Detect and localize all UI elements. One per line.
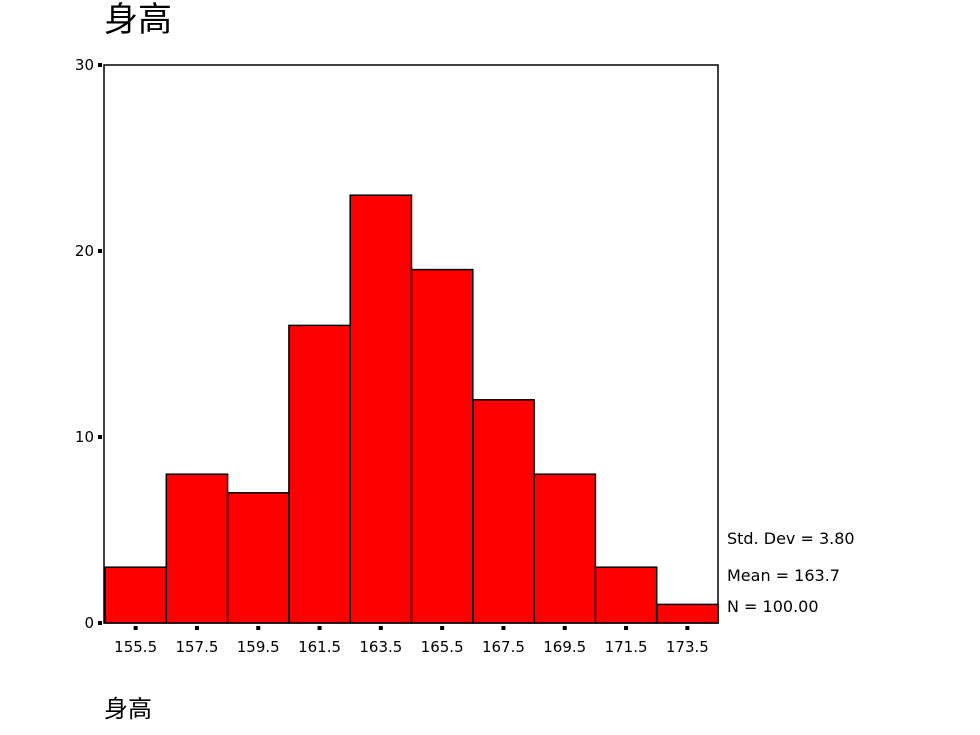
x-tick-label: 157.5	[175, 638, 218, 656]
histogram-bar	[349, 194, 413, 624]
histogram-bar	[165, 473, 229, 624]
y-tick-label: 0	[84, 614, 94, 632]
y-tick-label: 10	[75, 428, 94, 446]
x-tick-mark	[562, 626, 567, 630]
x-tick-label: 155.5	[114, 638, 157, 656]
histogram-bar	[226, 492, 290, 624]
x-tick-mark	[624, 626, 629, 630]
histogram-bar	[288, 324, 351, 624]
y-tick-mark	[98, 249, 102, 253]
chart-title: 身高	[104, 0, 172, 40]
x-tick-mark	[133, 626, 138, 630]
y-tick-label: 20	[75, 242, 94, 260]
histogram-bar	[594, 566, 658, 624]
x-tick-label: 169.5	[543, 638, 586, 656]
stats-label: N = 100.00	[727, 597, 819, 616]
x-axis-label: 身高	[104, 695, 152, 723]
y-tick-mark	[98, 435, 102, 439]
x-tick-mark	[317, 626, 322, 630]
stats-label: Std. Dev = 3.80	[727, 529, 855, 548]
y-tick-mark	[98, 63, 102, 67]
x-tick-label: 161.5	[298, 638, 341, 656]
x-tick-mark	[256, 626, 261, 630]
x-tick-mark	[194, 626, 199, 630]
x-tick-mark	[440, 626, 445, 630]
x-tick-label: 163.5	[359, 638, 402, 656]
stats-label: Mean = 163.7	[727, 566, 840, 585]
y-tick-label: 30	[75, 56, 94, 74]
x-tick-mark	[378, 626, 383, 630]
x-tick-label: 171.5	[605, 638, 648, 656]
histogram-bar	[410, 268, 474, 624]
x-tick-label: 173.5	[666, 638, 709, 656]
y-tick-mark	[98, 621, 102, 625]
histogram-bar	[533, 473, 597, 624]
x-tick-label: 167.5	[482, 638, 525, 656]
x-tick-mark	[501, 626, 506, 630]
histogram-bar	[655, 603, 719, 624]
x-tick-label: 159.5	[237, 638, 280, 656]
x-tick-label: 165.5	[421, 638, 464, 656]
histogram-bar	[104, 566, 168, 624]
x-tick-mark	[685, 626, 690, 630]
histogram-bar	[472, 399, 535, 624]
